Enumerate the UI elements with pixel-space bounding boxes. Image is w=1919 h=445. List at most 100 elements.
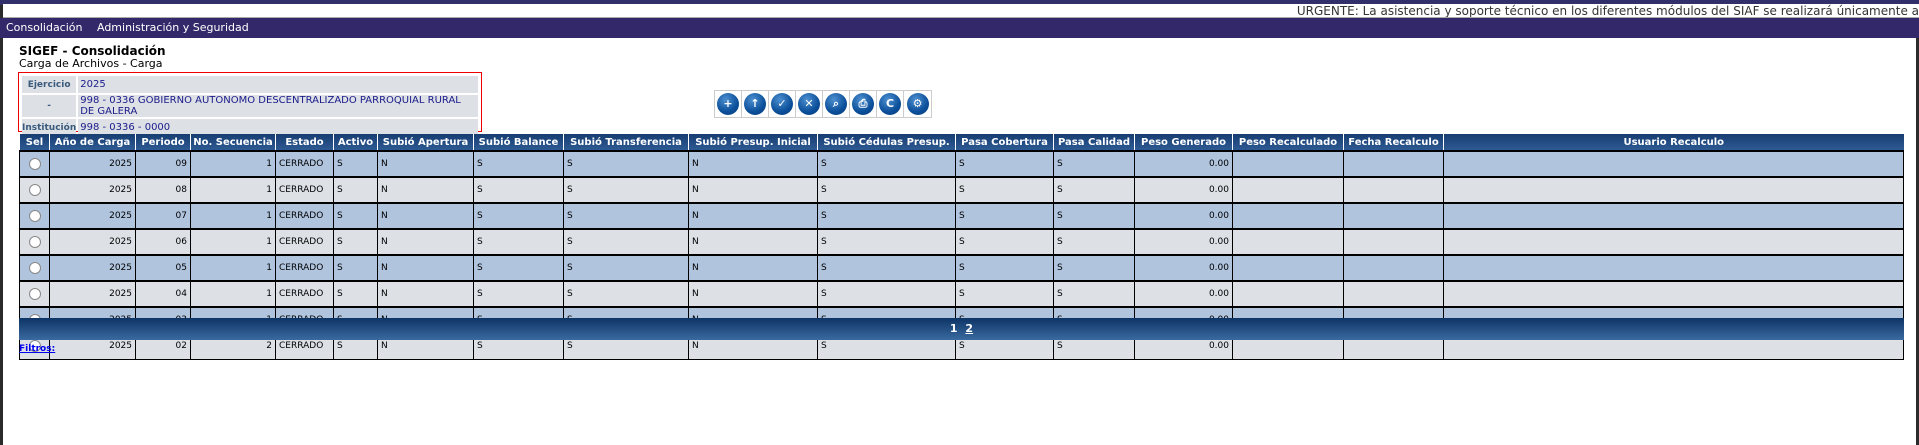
- info-value: 2025: [78, 76, 478, 93]
- cell: 2025: [49, 202, 136, 230]
- cell: S: [817, 150, 956, 178]
- cell: S: [563, 150, 689, 178]
- cell: S: [817, 280, 956, 308]
- row-select-radio[interactable]: [28, 210, 41, 222]
- cell: 2025: [49, 228, 136, 256]
- grid-check-button[interactable]: ✓: [769, 91, 796, 117]
- cell: S: [1053, 228, 1135, 256]
- column-header: Pasa Calidad: [1053, 134, 1135, 151]
- cell: N: [377, 254, 474, 282]
- filtros-link[interactable]: Filtros:: [19, 344, 56, 354]
- select-cell: [19, 280, 50, 308]
- cell: [1343, 280, 1444, 308]
- column-header: Peso Recalculado: [1232, 134, 1344, 151]
- table-row: 2025 07 1 CERRADO S N S S N S S S 0.00: [19, 202, 1904, 230]
- cell: 0.00: [1134, 176, 1233, 204]
- column-header: No. Secuencia: [190, 134, 276, 151]
- file-search-button[interactable]: ⌕: [823, 91, 850, 117]
- new-file-button[interactable]: +: [715, 91, 742, 117]
- cell: 1: [190, 280, 276, 308]
- cell: S: [563, 176, 689, 204]
- row-select-radio[interactable]: [28, 184, 41, 196]
- page-title: SIGEF - Consolidación: [19, 44, 166, 58]
- save-delete-button[interactable]: ✕: [796, 91, 823, 117]
- cell: N: [377, 228, 474, 256]
- cell: S: [955, 150, 1054, 178]
- cell: [1232, 176, 1344, 204]
- select-cell: [19, 202, 50, 230]
- cell: S: [333, 202, 378, 230]
- upload-save-button[interactable]: ↑: [742, 91, 769, 117]
- cell: 1: [190, 202, 276, 230]
- copy-check-button[interactable]: C: [877, 91, 904, 117]
- cell: N: [688, 280, 818, 308]
- cell: N: [688, 228, 818, 256]
- cell: 1: [190, 176, 276, 204]
- page-2-link[interactable]: 2: [965, 322, 974, 335]
- data-table: Sel Año de Carga Periodo No. Secuencia Estad…: [19, 134, 1904, 360]
- cell: S: [1053, 254, 1135, 282]
- save-delete-icon: ✕: [798, 93, 820, 115]
- cell: 06: [135, 228, 191, 256]
- cell: S: [817, 228, 956, 256]
- row-select-radio[interactable]: [28, 288, 41, 300]
- info-value: 998 - 0336 - 0000: [78, 119, 478, 136]
- cell: S: [473, 150, 564, 178]
- column-header: Sel: [19, 134, 50, 151]
- cell: N: [377, 176, 474, 204]
- cell: S: [563, 228, 689, 256]
- cell: S: [333, 228, 378, 256]
- menu-administracion[interactable]: Administración y Seguridad: [96, 21, 249, 34]
- column-header: Activo: [333, 134, 378, 151]
- cell: 1: [190, 150, 276, 178]
- select-cell: [19, 150, 50, 178]
- column-header: Periodo: [135, 134, 191, 151]
- table-row: 2025 05 1 CERRADO S N S S N S S S 0.00: [19, 254, 1904, 282]
- cell: [1343, 150, 1444, 178]
- cell: [1232, 280, 1344, 308]
- menu-bar: Consolidación Administración y Seguridad: [0, 18, 1919, 38]
- cell: S: [333, 280, 378, 308]
- cell: [1443, 228, 1904, 256]
- cell: [1232, 228, 1344, 256]
- cell: [1343, 176, 1444, 204]
- row-select-radio[interactable]: [28, 340, 41, 353]
- upload-save-icon: ↑: [744, 93, 766, 115]
- print-button[interactable]: ⎙: [850, 91, 877, 117]
- column-header: Subió Apertura: [377, 134, 474, 151]
- new-file-icon: +: [717, 93, 739, 115]
- column-header: Pasa Cobertura: [955, 134, 1054, 151]
- info-label: Institución: [22, 119, 77, 136]
- cell: N: [688, 176, 818, 204]
- page-1-link[interactable]: 1: [949, 322, 958, 335]
- table-row: 2025 09 1 CERRADO S N S S N S S S 0.00: [19, 150, 1904, 178]
- cell: S: [473, 228, 564, 256]
- cell: [1443, 176, 1904, 204]
- row-select-radio[interactable]: [28, 236, 41, 248]
- row-select-radio[interactable]: [28, 262, 41, 274]
- cell: N: [377, 202, 474, 230]
- cell: [1343, 228, 1444, 256]
- pagination: 1 2: [19, 318, 1904, 340]
- cell: [1443, 202, 1904, 230]
- cell: CERRADO: [275, 150, 334, 178]
- table-row: 2025 08 1 CERRADO S N S S N S S S 0.00: [19, 176, 1904, 204]
- info-value: 998 - 0336 GOBIERNO AUTONOMO DESCENTRALI…: [78, 95, 478, 117]
- column-header: Fecha Recalculo: [1343, 134, 1444, 151]
- column-header: Usuario Recalculo: [1443, 134, 1904, 151]
- menu-consolidacion[interactable]: Consolidación: [6, 21, 83, 34]
- cell: S: [1053, 176, 1135, 204]
- search-settings-button[interactable]: ⚙: [904, 91, 931, 117]
- cell: S: [563, 280, 689, 308]
- cell: [1443, 150, 1904, 178]
- cell: S: [955, 202, 1054, 230]
- cell: CERRADO: [275, 176, 334, 204]
- cell: [1343, 254, 1444, 282]
- info-label: Ejercicio: [22, 76, 77, 93]
- cell: CERRADO: [275, 228, 334, 256]
- cell: 05: [135, 254, 191, 282]
- cell: S: [473, 280, 564, 308]
- cell: N: [688, 202, 818, 230]
- row-select-radio[interactable]: [28, 158, 41, 170]
- grid-check-icon: ✓: [771, 93, 793, 115]
